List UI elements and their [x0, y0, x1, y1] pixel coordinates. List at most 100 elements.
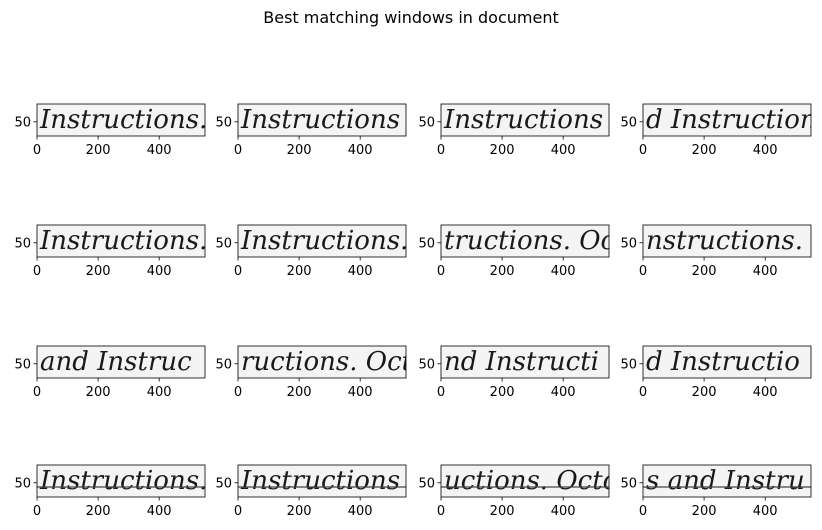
x-tick-label: 400 — [753, 264, 778, 279]
window-image-background — [238, 346, 406, 378]
x-tick-label: 0 — [639, 264, 647, 279]
x-tick-label: 400 — [147, 504, 172, 519]
window-image-handwriting: s and Instru — [646, 466, 805, 496]
x-tick-label: 200 — [692, 143, 717, 158]
x-tick-label: 400 — [551, 504, 576, 519]
window-image-background — [643, 465, 811, 497]
y-tick-label: 50 — [14, 115, 31, 130]
panel: Instructions. O 0 200 400 50 — [215, 224, 438, 279]
window-image-background — [441, 104, 609, 136]
x-tick-label: 400 — [147, 385, 172, 400]
panel: Instructions. 0 200 400 50 — [14, 103, 206, 158]
y-tick-label: 50 — [14, 476, 31, 491]
x-tick-label: 400 — [348, 143, 373, 158]
window-image-background — [37, 465, 205, 497]
window-image-handwriting: d Instruction — [646, 105, 817, 135]
window-image-handwriting: ructions. Octobe — [241, 347, 460, 377]
x-tick-label: 400 — [147, 264, 172, 279]
axes-frame — [642, 345, 812, 379]
x-tick-label: 0 — [639, 143, 647, 158]
y-tick-label: 50 — [14, 236, 31, 251]
x-tick-label: 200 — [86, 385, 111, 400]
window-image-background — [441, 465, 609, 497]
x-tick-label: 400 — [753, 504, 778, 519]
panel: Instructions 0 200 400 50 — [215, 464, 407, 519]
window-image-handwriting: Instructions — [240, 466, 400, 496]
y-tick-label: 50 — [215, 476, 232, 491]
panel: s and Instru 0 200 400 50 — [620, 464, 812, 519]
x-tick-label: 200 — [490, 504, 515, 519]
axes-frame — [237, 464, 407, 498]
y-tick-label: 50 — [215, 236, 232, 251]
window-image-handwriting: Instructions — [443, 105, 603, 135]
panel: d Instructio 0 200 400 50 — [620, 345, 812, 400]
panel: and Instruc 0 200 400 50 — [14, 345, 206, 400]
x-tick-label: 0 — [33, 504, 41, 519]
panel: Instructions 0 200 400 50 — [215, 103, 407, 158]
axes-frame — [440, 224, 610, 258]
figure-title: Best matching windows in document — [263, 8, 558, 27]
axes-frame — [36, 103, 206, 137]
window-image-background — [238, 465, 406, 497]
x-tick-label: 0 — [639, 504, 647, 519]
x-tick-label: 200 — [490, 264, 515, 279]
window-image-background — [238, 104, 406, 136]
panel: tructions. Octo 0 200 400 50 — [418, 224, 610, 279]
y-tick-label: 50 — [215, 357, 232, 372]
x-tick-label: 200 — [692, 264, 717, 279]
window-image-handwriting: Instructions. O — [240, 226, 438, 256]
window-image-handwriting: nd Instructi — [444, 347, 599, 377]
axes-frame — [36, 224, 206, 258]
window-image-background — [643, 104, 811, 136]
axes-frame — [237, 103, 407, 137]
x-tick-label: 0 — [33, 143, 41, 158]
axes-frame — [440, 464, 610, 498]
x-tick-label: 0 — [33, 385, 41, 400]
window-image-handwriting: nstructions. — [646, 226, 803, 256]
window-image-handwriting: Instructions. — [39, 226, 207, 256]
axes-frame — [642, 224, 812, 258]
x-tick-label: 200 — [86, 143, 111, 158]
y-tick-label: 50 — [418, 236, 435, 251]
axes-frame — [237, 224, 407, 258]
x-tick-label: 400 — [551, 385, 576, 400]
x-tick-label: 200 — [490, 143, 515, 158]
x-tick-label: 400 — [753, 143, 778, 158]
y-tick-label: 50 — [418, 115, 435, 130]
window-image-background — [37, 104, 205, 136]
x-tick-label: 0 — [234, 385, 242, 400]
y-tick-label: 50 — [418, 357, 435, 372]
x-tick-label: 400 — [551, 143, 576, 158]
panel: Instructions. 0 200 400 50 — [14, 224, 207, 279]
panel: nd Instructi 0 200 400 50 — [418, 345, 610, 400]
panel: ructions. Octobe 0 200 400 50 — [215, 345, 460, 400]
panel: d Instruction 0 200 400 50 — [620, 103, 817, 158]
x-tick-label: 200 — [287, 385, 312, 400]
panel-grid: Instructions. 0 200 400 50 Instructions 0 200 40… — [14, 103, 817, 519]
x-tick-label: 200 — [490, 385, 515, 400]
x-tick-label: 200 — [692, 385, 717, 400]
window-image-background — [238, 225, 406, 257]
x-tick-label: 200 — [86, 504, 111, 519]
axes-frame — [440, 103, 610, 137]
window-image-background — [37, 225, 205, 257]
window-image-handwriting: and Instruc — [40, 347, 192, 377]
window-image-background — [441, 346, 609, 378]
panel: Instructions. 0 200 400 50 — [14, 464, 207, 519]
x-tick-label: 200 — [287, 264, 312, 279]
y-tick-label: 50 — [620, 476, 637, 491]
x-tick-label: 0 — [234, 504, 242, 519]
x-tick-label: 0 — [437, 143, 445, 158]
x-tick-label: 200 — [692, 504, 717, 519]
axes-frame — [440, 345, 610, 379]
y-tick-label: 50 — [620, 236, 637, 251]
x-tick-label: 0 — [437, 504, 445, 519]
axes-frame — [36, 464, 206, 498]
x-tick-label: 200 — [86, 264, 111, 279]
x-tick-label: 400 — [348, 385, 373, 400]
window-image-handwriting: Instructions. — [39, 466, 207, 496]
panel: nstructions. 0 200 400 50 — [620, 224, 812, 279]
x-tick-label: 0 — [437, 385, 445, 400]
x-tick-label: 400 — [551, 264, 576, 279]
